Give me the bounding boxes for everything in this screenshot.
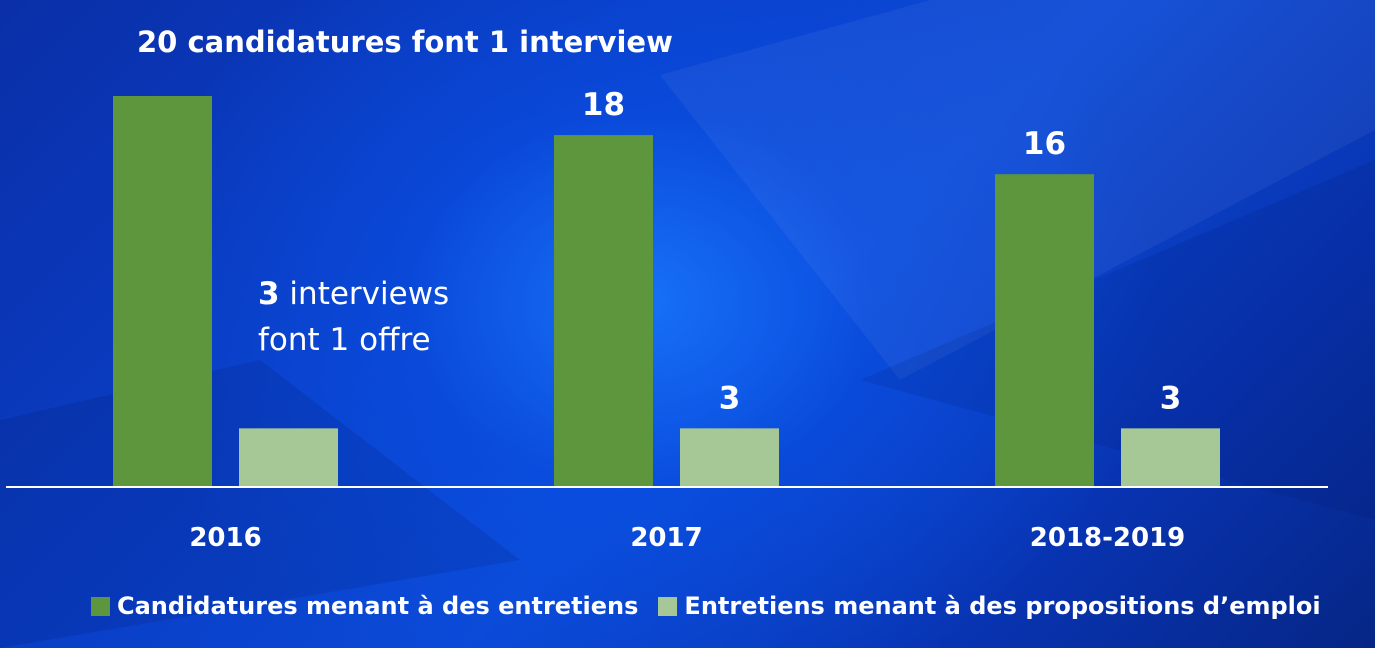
data-label-2018-2019-series-1: 16: [1023, 126, 1066, 162]
annotation-line1: interviews: [279, 276, 450, 312]
bar-2017-series-2: [680, 428, 779, 487]
bar-2018-2019-series-2: [1121, 428, 1220, 487]
chart-title: 20 candidatures font 1 interview: [137, 25, 673, 59]
bar-2016-series-2: [239, 428, 338, 487]
annotation-bold: 3: [258, 276, 280, 312]
data-label-2017-series-1: 18: [582, 87, 625, 123]
legend-item-series-1: Candidatures menant à des entretiens: [91, 592, 638, 620]
legend: Candidatures menant à des entretiens Ent…: [91, 588, 1321, 624]
bar-2016-series-1: [113, 96, 212, 487]
legend-label-series-1: Candidatures menant à des entretiens: [117, 592, 639, 620]
annotation-text: 3 interviews font 1 offre: [258, 271, 449, 363]
x-tick-label-2018-2019: 2018-2019: [1030, 523, 1186, 553]
legend-item-series-2: Entretiens menant à des propositions d’e…: [658, 592, 1321, 620]
legend-label-series-2: Entretiens menant à des propositions d’e…: [684, 592, 1321, 620]
bars-layer: [113, 96, 1220, 487]
data-label-2017-series-2: 3: [719, 380, 741, 416]
x-tick-label-2017: 2017: [630, 523, 702, 553]
x-tick-label-2016: 2016: [189, 523, 261, 553]
data-label-2018-2019-series-2: 3: [1160, 380, 1182, 416]
annotation-line2: font 1 offre: [258, 322, 431, 358]
bar-2018-2019-series-1: [995, 174, 1094, 487]
labels-layer: 2016 18 3 2017 16 3 2018-2019: [189, 87, 1185, 553]
legend-swatch-series-2: [658, 596, 678, 616]
legend-swatch-series-1: [91, 596, 110, 616]
bar-2017-series-1: [554, 135, 653, 487]
